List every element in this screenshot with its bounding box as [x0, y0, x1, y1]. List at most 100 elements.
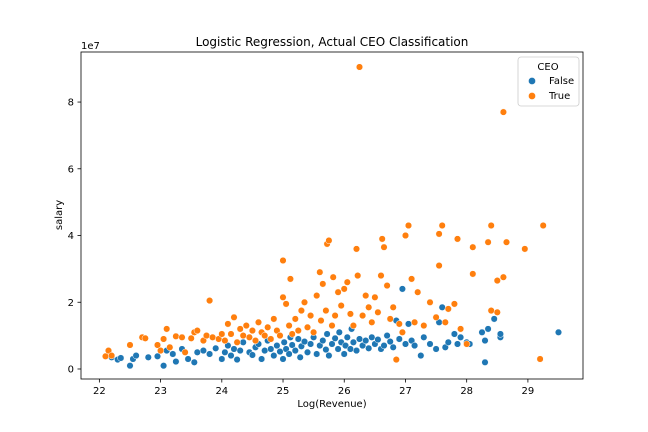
- point-false: [261, 347, 269, 355]
- point-true: [484, 238, 492, 246]
- point-false: [233, 356, 241, 364]
- point-true: [233, 338, 241, 346]
- point-false: [193, 348, 201, 356]
- point-true: [444, 305, 452, 313]
- point-true: [395, 320, 403, 328]
- point-false: [374, 336, 382, 344]
- point-false: [395, 335, 403, 343]
- point-false: [554, 328, 563, 336]
- point-false: [144, 353, 152, 361]
- point-false: [169, 350, 177, 358]
- point-false: [438, 303, 446, 311]
- point-true: [286, 275, 294, 283]
- point-false: [341, 342, 350, 350]
- point-true: [392, 356, 400, 364]
- point-false: [285, 350, 293, 358]
- point-false: [296, 353, 304, 361]
- point-true: [300, 298, 309, 306]
- point-false: [288, 341, 296, 349]
- point-true: [248, 327, 256, 335]
- point-true: [157, 347, 165, 355]
- x-tick-label: 29: [522, 386, 535, 397]
- point-false: [411, 342, 419, 350]
- point-true: [187, 334, 195, 342]
- point-false: [307, 340, 315, 348]
- point-true: [368, 318, 376, 326]
- point-true: [389, 303, 397, 311]
- point-true: [502, 238, 511, 246]
- point-false: [279, 355, 287, 363]
- point-true: [218, 330, 226, 338]
- point-true: [371, 293, 379, 301]
- point-false: [322, 346, 330, 354]
- point-false: [323, 330, 331, 338]
- point-true: [141, 334, 149, 342]
- point-false: [236, 347, 244, 355]
- point-false: [227, 352, 235, 360]
- x-tick-label: 28: [460, 386, 473, 397]
- point-true: [178, 333, 186, 341]
- point-false: [206, 350, 214, 358]
- point-false: [417, 352, 425, 360]
- chart-title: Logistic Regression, Actual CEO Classifi…: [196, 35, 469, 49]
- point-true: [521, 245, 529, 253]
- point-false: [117, 354, 125, 362]
- point-false: [221, 348, 229, 356]
- point-true: [380, 243, 388, 251]
- point-true: [270, 315, 278, 323]
- point-false: [313, 350, 321, 358]
- y-axis-label: salary: [54, 200, 65, 230]
- x-tick-label: 26: [338, 386, 351, 397]
- point-true: [245, 333, 253, 341]
- point-true: [378, 235, 386, 243]
- point-true: [408, 275, 416, 283]
- y-tick-label: 0: [68, 364, 74, 375]
- legend-title: CEO: [537, 62, 558, 73]
- point-true: [349, 322, 357, 330]
- point-true: [438, 221, 446, 230]
- point-true: [346, 310, 354, 318]
- point-true: [282, 300, 290, 308]
- point-false: [398, 285, 406, 293]
- point-false: [273, 342, 281, 350]
- point-true: [319, 280, 327, 288]
- point-true: [276, 332, 284, 340]
- point-true: [166, 343, 174, 351]
- point-true: [264, 323, 272, 331]
- point-true: [499, 273, 507, 281]
- point-true: [316, 268, 324, 276]
- point-true: [230, 313, 238, 321]
- point-true: [414, 288, 422, 296]
- x-tick-label: 24: [215, 386, 228, 397]
- point-false: [349, 338, 357, 346]
- point-true: [313, 292, 321, 300]
- point-false: [478, 328, 486, 336]
- point-false: [352, 347, 361, 355]
- point-false: [230, 345, 238, 353]
- y-tick-label: 4: [68, 231, 74, 242]
- point-true: [279, 256, 287, 265]
- point-true: [539, 221, 547, 230]
- point-true: [279, 293, 287, 301]
- point-false: [218, 355, 226, 363]
- point-false: [481, 337, 489, 345]
- point-false: [380, 342, 388, 350]
- point-true: [251, 337, 260, 345]
- y-axis-offset-label: 1e7: [81, 41, 100, 52]
- point-false: [300, 338, 309, 346]
- point-false: [270, 352, 278, 360]
- point-true: [193, 327, 201, 335]
- point-false: [386, 338, 394, 346]
- point-false: [212, 344, 220, 352]
- point-true: [355, 63, 364, 71]
- point-true: [343, 278, 351, 286]
- point-true: [303, 323, 312, 331]
- point-false: [343, 333, 351, 341]
- legend-label-false: False: [549, 76, 574, 87]
- point-true: [420, 322, 428, 330]
- point-false: [334, 345, 342, 353]
- point-true: [254, 318, 263, 326]
- point-true: [359, 312, 367, 320]
- point-true: [331, 312, 339, 320]
